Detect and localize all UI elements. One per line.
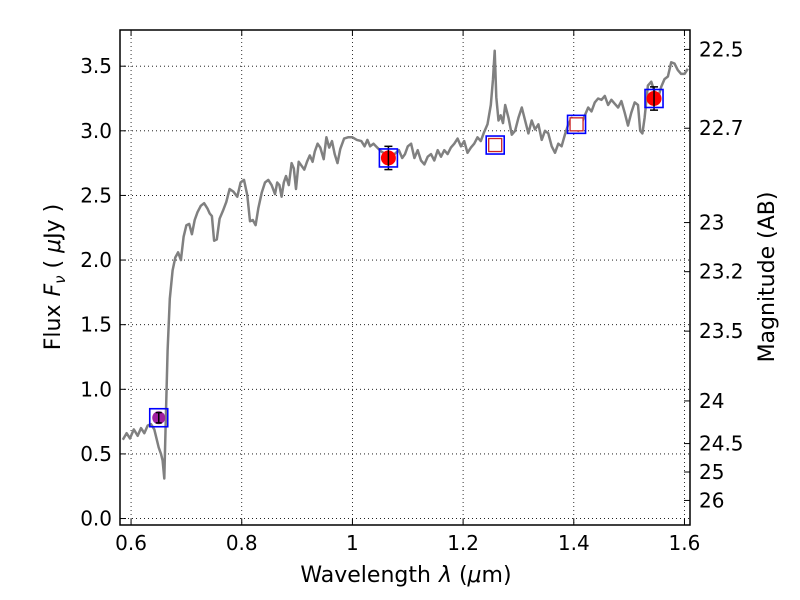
y2-tick-label: 23.2 bbox=[699, 260, 744, 284]
y-axis-unit-mu: μ bbox=[41, 239, 66, 254]
y-tick-label: 3.5 bbox=[80, 54, 112, 78]
y2-tick-label: 23 bbox=[699, 211, 724, 235]
y-axis-unit-open: ( bbox=[41, 253, 66, 276]
y-tick-label: 1.0 bbox=[80, 377, 112, 401]
x-axis-unit-rest: m) bbox=[482, 563, 512, 588]
y2-tick-label: 22.7 bbox=[699, 116, 744, 140]
x-axis-lambda: λ bbox=[438, 563, 452, 588]
plot-frame bbox=[119, 29, 691, 526]
y2-tick-label: 23.5 bbox=[699, 319, 744, 343]
y-tick-label: 0.0 bbox=[80, 507, 112, 531]
markers-group bbox=[148, 86, 664, 428]
ticks-group: 0.6 0.8 1 1.2 1.4 1.6 0.0 0.5 1.0 1.5 2.0 2.5 3.0 3.5… bbox=[80, 30, 744, 555]
x-tick-label: 0.8 bbox=[226, 531, 258, 555]
model-photometry-marker bbox=[644, 88, 664, 109]
grid-lines bbox=[120, 30, 690, 525]
y-axis-label-text: Flux bbox=[41, 304, 66, 350]
x-tick-label: 1 bbox=[346, 531, 359, 555]
y-tick-label: 3.0 bbox=[80, 119, 112, 143]
model-photometry-marker bbox=[485, 135, 506, 155]
y2-tick-label: 24.5 bbox=[699, 432, 744, 456]
y2-tick-label: 25 bbox=[699, 460, 724, 484]
model-photometry-marker bbox=[566, 114, 587, 135]
y-axis-label: Flux Fν ( μJy ) bbox=[41, 204, 69, 350]
x-tick-label: 1.2 bbox=[447, 531, 479, 555]
y-axis-f: F bbox=[41, 283, 66, 296]
y2-tick-label: 24 bbox=[699, 389, 724, 413]
x-axis-label: Wavelength λ (μm) bbox=[300, 563, 511, 588]
x-axis-unit-mu: μ bbox=[467, 563, 482, 588]
predicted-marker bbox=[569, 117, 584, 132]
y2-tick-label: 26 bbox=[699, 488, 724, 512]
y-tick-label: 2.0 bbox=[80, 248, 112, 272]
x-tick-label: 1.4 bbox=[558, 531, 590, 555]
y-axis-nu: ν bbox=[51, 275, 69, 283]
y2-tick-label: 22.5 bbox=[699, 37, 744, 61]
x-tick-label: 1.6 bbox=[669, 531, 701, 555]
model-photometry-marker bbox=[378, 148, 399, 168]
x-axis-label-text: Wavelength bbox=[300, 563, 431, 588]
x-axis-unit-open: ( bbox=[452, 563, 468, 588]
y-tick-label: 0.5 bbox=[80, 442, 112, 466]
model-photometry-marker bbox=[148, 407, 169, 428]
x-tick-label: 0.6 bbox=[115, 531, 147, 555]
predicted-marker bbox=[488, 137, 503, 153]
y-tick-label: 2.5 bbox=[80, 183, 112, 207]
y-tick-label: 1.5 bbox=[80, 313, 112, 337]
y2-axis-label: Magnitude (AB) bbox=[755, 192, 780, 363]
y-axis-unit-rest: Jy ) bbox=[41, 204, 66, 241]
